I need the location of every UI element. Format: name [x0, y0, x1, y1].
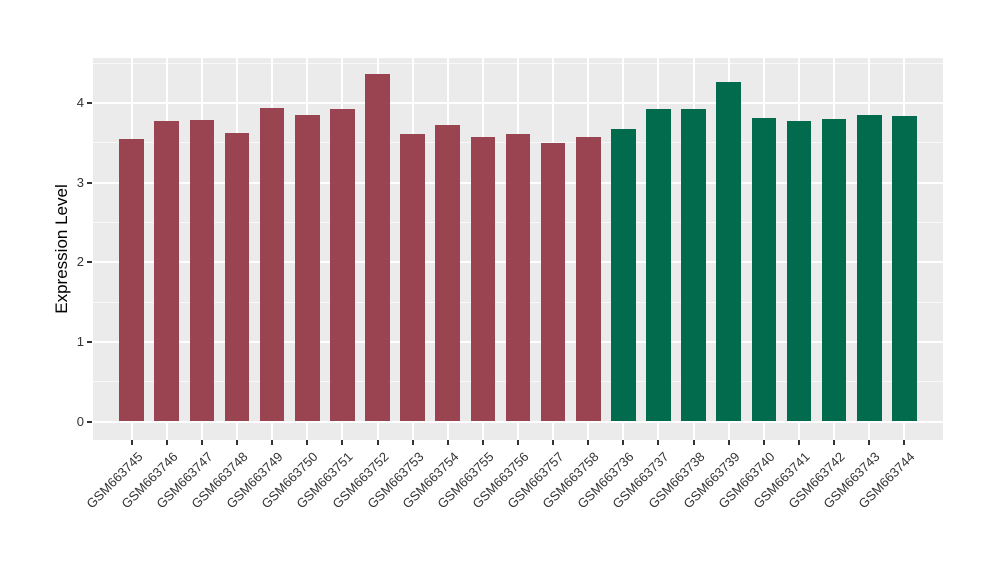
- bar-GSM663742: [821, 119, 847, 422]
- x-tick-mark: [762, 440, 765, 445]
- x-tick-mark: [868, 440, 871, 445]
- bar-GSM663746: [154, 121, 180, 422]
- x-tick-mark: [833, 440, 836, 445]
- bar-GSM663751: [330, 109, 355, 422]
- x-tick-mark: [200, 440, 203, 445]
- y-tick-mark: [87, 340, 92, 343]
- y-tick-label: 3: [76, 174, 84, 190]
- bar-GSM663753: [400, 134, 425, 422]
- bar-GSM663740: [751, 118, 777, 422]
- bar-GSM663738: [681, 108, 706, 422]
- x-tick-mark: [481, 440, 484, 445]
- x-tick-mark: [727, 440, 730, 445]
- x-tick-mark: [306, 440, 309, 445]
- bar-GSM663744: [892, 115, 917, 422]
- x-tick-mark: [797, 440, 800, 445]
- y-tick-mark: [87, 181, 92, 184]
- bar-GSM663749: [259, 107, 285, 422]
- x-tick-mark: [165, 440, 168, 445]
- bar-GSM663757: [540, 142, 566, 422]
- bar-GSM663750: [294, 115, 320, 422]
- x-tick-mark: [271, 440, 274, 445]
- bar-GSM663754: [435, 125, 461, 422]
- bar-GSM663745: [119, 138, 144, 422]
- bar-GSM663752: [365, 73, 390, 422]
- bar-GSM663737: [646, 109, 671, 422]
- y-tick-label: 1: [76, 333, 84, 349]
- y-tick-label: 2: [76, 254, 84, 270]
- y-axis-title: Expression Level: [52, 184, 71, 314]
- bar-GSM663758: [575, 137, 601, 422]
- bar-GSM663741: [786, 121, 812, 422]
- bar-GSM663743: [856, 115, 882, 422]
- x-tick-mark: [692, 440, 695, 445]
- x-tick-mark: [657, 440, 660, 445]
- x-tick-mark: [376, 440, 379, 445]
- plot-panel: [93, 58, 943, 440]
- x-tick-mark: [903, 440, 906, 445]
- x-tick-mark: [517, 440, 519, 445]
- y-tick-label: 4: [76, 95, 84, 111]
- y-tick-mark: [87, 102, 92, 105]
- y-tick-mark: [87, 420, 92, 423]
- bar-GSM663736: [611, 129, 636, 422]
- bar-GSM663747: [189, 119, 215, 422]
- x-tick-mark: [341, 440, 344, 445]
- bar-GSM663756: [505, 134, 531, 422]
- y-tick-label: 0: [76, 413, 84, 429]
- x-tick-mark: [622, 440, 625, 445]
- x-tick-mark: [411, 440, 414, 445]
- x-tick-mark: [130, 440, 133, 445]
- bar-GSM663755: [470, 137, 496, 422]
- y-tick-mark: [87, 261, 92, 264]
- x-tick-mark: [552, 440, 555, 445]
- bar-GSM663748: [224, 133, 250, 422]
- bar-GSM663739: [716, 81, 742, 422]
- x-tick-mark: [236, 440, 238, 445]
- x-tick-mark: [587, 440, 590, 445]
- x-tick-mark: [446, 440, 449, 445]
